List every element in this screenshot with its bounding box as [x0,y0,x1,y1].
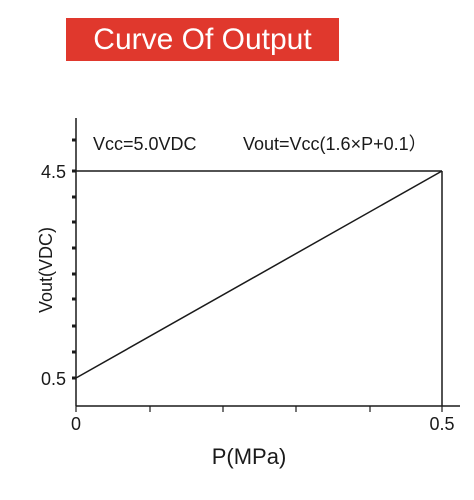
output-series-line [75,170,443,379]
x-tick-label-high: 0.5 [429,414,454,434]
y-tick-label-high: 4.5 [41,162,66,182]
annotation-vcc: Vcc=5.0VDC [93,134,197,154]
x-axis-label: P(MPa) [212,444,287,469]
axes-group [72,118,460,412]
x-tick-label-low: 0 [71,414,81,434]
y-tick-label-low: 0.5 [41,369,66,389]
marks-group [75,170,443,406]
y-axis-label: Vout(VDC) [36,227,56,313]
chart-title-banner: Curve Of Output [66,18,339,61]
chart-title: Curve Of Output [93,23,312,56]
annotation-formula: Vout=Vcc(1.6×P+0.1） [243,134,427,154]
